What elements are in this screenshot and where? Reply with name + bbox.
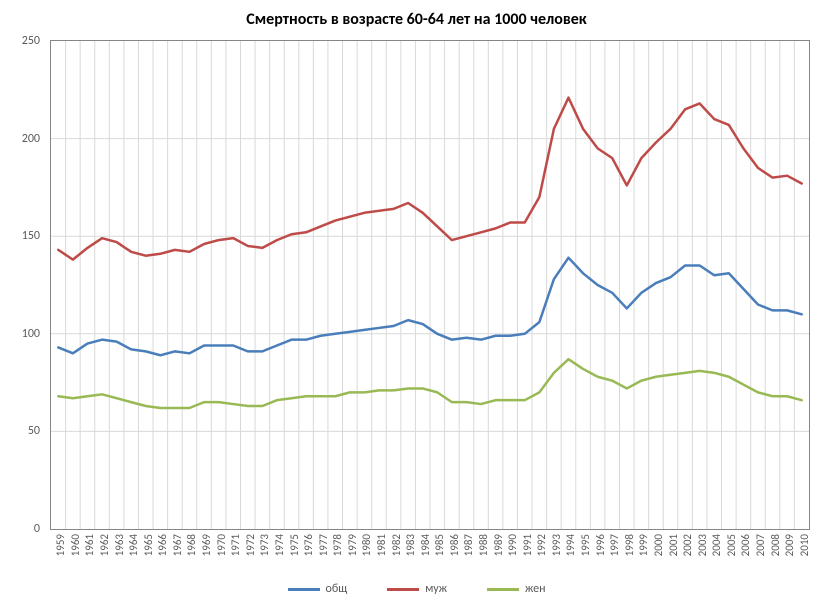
plot-area bbox=[50, 40, 810, 530]
chart-container: Смертность в возрасте 60-64 лет на 1000 … bbox=[0, 0, 833, 600]
x-tick-label: 1973 bbox=[258, 534, 271, 556]
x-tick-label: 1977 bbox=[317, 534, 330, 556]
x-tick-label: 1987 bbox=[462, 534, 475, 556]
x-tick-label: 1988 bbox=[477, 534, 490, 556]
x-tick-label: 1998 bbox=[623, 534, 636, 556]
x-tick-label: 2004 bbox=[710, 534, 723, 556]
x-tick-label: 1997 bbox=[608, 534, 621, 556]
y-axis-labels: 050100150200250 bbox=[0, 40, 45, 530]
x-tick-label: 2007 bbox=[754, 534, 767, 556]
x-tick-label: 1965 bbox=[142, 534, 155, 556]
series-line-жен bbox=[58, 359, 801, 408]
legend-item: общ bbox=[288, 582, 348, 596]
x-tick-label: 1969 bbox=[200, 534, 213, 556]
x-tick-label: 1964 bbox=[127, 534, 140, 556]
y-tick-label: 0 bbox=[34, 522, 40, 536]
legend-swatch bbox=[487, 588, 519, 591]
x-tick-label: 1992 bbox=[535, 534, 548, 556]
x-tick-label: 2006 bbox=[739, 534, 752, 556]
x-tick-label: 1993 bbox=[550, 534, 563, 556]
x-tick-label: 2003 bbox=[696, 534, 709, 556]
x-tick-label: 1990 bbox=[506, 534, 519, 556]
legend: общ муж жен bbox=[0, 581, 833, 597]
y-tick-label: 150 bbox=[22, 229, 40, 243]
legend-swatch bbox=[288, 588, 320, 591]
x-tick-label: 1972 bbox=[244, 534, 257, 556]
x-tick-label: 1970 bbox=[215, 534, 228, 556]
x-tick-label: 2009 bbox=[783, 534, 796, 556]
x-tick-label: 1996 bbox=[594, 534, 607, 556]
x-tick-label: 1978 bbox=[331, 534, 344, 556]
y-tick-label: 250 bbox=[22, 34, 40, 48]
x-tick-label: 2002 bbox=[681, 534, 694, 556]
x-tick-label: 2000 bbox=[652, 534, 665, 556]
x-tick-label: 1995 bbox=[579, 534, 592, 556]
x-tick-label: 2001 bbox=[667, 534, 680, 556]
x-tick-label: 1963 bbox=[113, 534, 126, 556]
y-tick-label: 50 bbox=[28, 424, 40, 438]
y-tick-label: 100 bbox=[22, 327, 40, 341]
series-line-общ bbox=[58, 258, 801, 356]
x-tick-label: 1989 bbox=[492, 534, 505, 556]
legend-item: муж bbox=[387, 582, 447, 596]
legend-label: муж bbox=[425, 582, 447, 596]
data-lines bbox=[51, 41, 809, 529]
legend-label: общ bbox=[326, 582, 348, 596]
x-tick-label: 1975 bbox=[288, 534, 301, 556]
x-tick-label: 1994 bbox=[564, 534, 577, 556]
x-tick-label: 1986 bbox=[448, 534, 461, 556]
x-tick-label: 1985 bbox=[433, 534, 446, 556]
x-tick-label: 1974 bbox=[273, 534, 286, 556]
legend-item: жен bbox=[487, 582, 546, 596]
x-tick-label: 1968 bbox=[185, 534, 198, 556]
x-tick-label: 1981 bbox=[375, 534, 388, 556]
x-tick-label: 1967 bbox=[171, 534, 184, 556]
x-tick-label: 1983 bbox=[404, 534, 417, 556]
x-tick-label: 1961 bbox=[83, 534, 96, 556]
legend-swatch bbox=[387, 588, 419, 591]
x-tick-label: 1980 bbox=[360, 534, 373, 556]
x-tick-label: 1979 bbox=[346, 534, 359, 556]
x-axis-labels: 1959196019611962196319641965196619671968… bbox=[50, 532, 810, 572]
legend-label: жен bbox=[525, 582, 546, 596]
x-tick-label: 2008 bbox=[769, 534, 782, 556]
series-line-муж bbox=[58, 98, 801, 260]
x-tick-label: 1991 bbox=[521, 534, 534, 556]
x-tick-label: 1976 bbox=[302, 534, 315, 556]
x-tick-label: 1971 bbox=[229, 534, 242, 556]
x-tick-label: 1984 bbox=[419, 534, 432, 556]
y-tick-label: 200 bbox=[22, 132, 40, 146]
x-tick-label: 1960 bbox=[69, 534, 82, 556]
x-tick-label: 1982 bbox=[390, 534, 403, 556]
x-tick-label: 1962 bbox=[98, 534, 111, 556]
chart-title: Смертность в возрасте 60-64 лет на 1000 … bbox=[0, 10, 833, 29]
x-tick-label: 1959 bbox=[54, 534, 67, 556]
x-tick-label: 2010 bbox=[798, 534, 811, 556]
x-tick-label: 1966 bbox=[156, 534, 169, 556]
x-tick-label: 1999 bbox=[637, 534, 650, 556]
x-tick-label: 2005 bbox=[725, 534, 738, 556]
